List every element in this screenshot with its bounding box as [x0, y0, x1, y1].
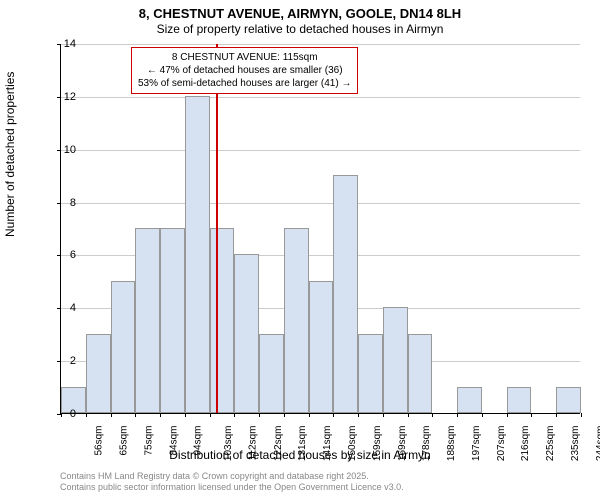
x-tick-label: 103sqm	[223, 426, 234, 462]
annotation-box: 8 CHESTNUT AVENUE: 115sqm← 47% of detach…	[131, 47, 358, 94]
x-tick-mark	[581, 413, 582, 417]
x-tick-label: 244sqm	[595, 426, 600, 462]
histogram-bar	[86, 334, 111, 413]
histogram-bar	[160, 228, 185, 413]
gridline	[61, 150, 580, 151]
y-tick-label: 8	[56, 197, 76, 209]
histogram-bar	[556, 387, 581, 413]
x-tick-mark	[309, 413, 310, 417]
y-tick-label: 14	[56, 38, 76, 50]
x-tick-mark	[432, 413, 433, 417]
x-tick-label: 225sqm	[545, 426, 556, 462]
histogram-bar	[111, 281, 136, 413]
y-tick-label: 12	[56, 91, 76, 103]
x-tick-label: 94sqm	[193, 426, 204, 456]
footnote-line-2: Contains public sector information licen…	[60, 482, 404, 494]
chart-title-sub: Size of property relative to detached ho…	[0, 22, 600, 36]
x-tick-mark	[234, 413, 235, 417]
histogram-bar	[135, 228, 160, 413]
histogram-bar	[457, 387, 482, 413]
gridline	[61, 97, 580, 98]
x-tick-label: 159sqm	[372, 426, 383, 462]
chart-container: 8, CHESTNUT AVENUE, AIRMYN, GOOLE, DN14 …	[0, 0, 600, 500]
y-tick-label: 2	[56, 355, 76, 367]
footnote: Contains HM Land Registry data © Crown c…	[60, 471, 404, 494]
x-tick-label: 122sqm	[273, 426, 284, 462]
histogram-bar	[408, 334, 433, 413]
x-tick-mark	[160, 413, 161, 417]
histogram-bar	[210, 228, 235, 413]
x-tick-label: 65sqm	[119, 426, 130, 456]
x-tick-label: 84sqm	[168, 426, 179, 456]
x-tick-mark	[383, 413, 384, 417]
x-tick-label: 178sqm	[421, 426, 432, 462]
y-tick-label: 6	[56, 249, 76, 261]
histogram-bar	[383, 307, 408, 413]
histogram-bar	[259, 334, 284, 413]
x-tick-label: 235sqm	[570, 426, 581, 462]
histogram-bar	[358, 334, 383, 413]
x-tick-mark	[259, 413, 260, 417]
x-tick-mark	[408, 413, 409, 417]
annotation-line-3: 53% of semi-detached houses are larger (…	[138, 77, 351, 90]
x-tick-label: 169sqm	[397, 426, 408, 462]
y-tick-label: 10	[56, 144, 76, 156]
x-tick-mark	[185, 413, 186, 417]
histogram-bar	[234, 254, 259, 413]
histogram-bar	[309, 281, 334, 413]
x-tick-mark	[284, 413, 285, 417]
x-tick-mark	[507, 413, 508, 417]
x-tick-mark	[556, 413, 557, 417]
x-tick-mark	[482, 413, 483, 417]
x-tick-label: 150sqm	[347, 426, 358, 462]
x-tick-mark	[333, 413, 334, 417]
x-tick-mark	[111, 413, 112, 417]
x-tick-mark	[210, 413, 211, 417]
gridline	[61, 203, 580, 204]
marker-line	[216, 44, 218, 413]
histogram-bar	[185, 96, 210, 413]
plot-area: 8 CHESTNUT AVENUE: 115sqm← 47% of detach…	[60, 44, 580, 414]
y-tick-label: 0	[56, 408, 76, 420]
y-tick-label: 4	[56, 302, 76, 314]
annotation-line-2: ← 47% of detached houses are smaller (36…	[138, 64, 351, 77]
footnote-line-1: Contains HM Land Registry data © Crown c…	[60, 471, 404, 483]
x-tick-label: 75sqm	[143, 426, 154, 456]
gridline	[61, 44, 580, 45]
x-tick-label: 207sqm	[496, 426, 507, 462]
x-tick-label: 188sqm	[446, 426, 457, 462]
x-tick-mark	[531, 413, 532, 417]
x-tick-label: 141sqm	[322, 426, 333, 462]
x-tick-label: 131sqm	[298, 426, 309, 462]
x-tick-mark	[457, 413, 458, 417]
x-tick-label: 56sqm	[94, 426, 105, 456]
annotation-line-1: 8 CHESTNUT AVENUE: 115sqm	[138, 51, 351, 64]
x-tick-label: 216sqm	[520, 426, 531, 462]
x-tick-mark	[135, 413, 136, 417]
histogram-bar	[284, 228, 309, 413]
x-tick-label: 112sqm	[247, 426, 258, 461]
histogram-bar	[333, 175, 358, 413]
chart-title-main: 8, CHESTNUT AVENUE, AIRMYN, GOOLE, DN14 …	[0, 6, 600, 21]
y-axis-label: Number of detached properties	[3, 72, 17, 237]
histogram-bar	[507, 387, 532, 413]
x-tick-label: 197sqm	[471, 426, 482, 462]
x-tick-mark	[86, 413, 87, 417]
x-tick-mark	[358, 413, 359, 417]
